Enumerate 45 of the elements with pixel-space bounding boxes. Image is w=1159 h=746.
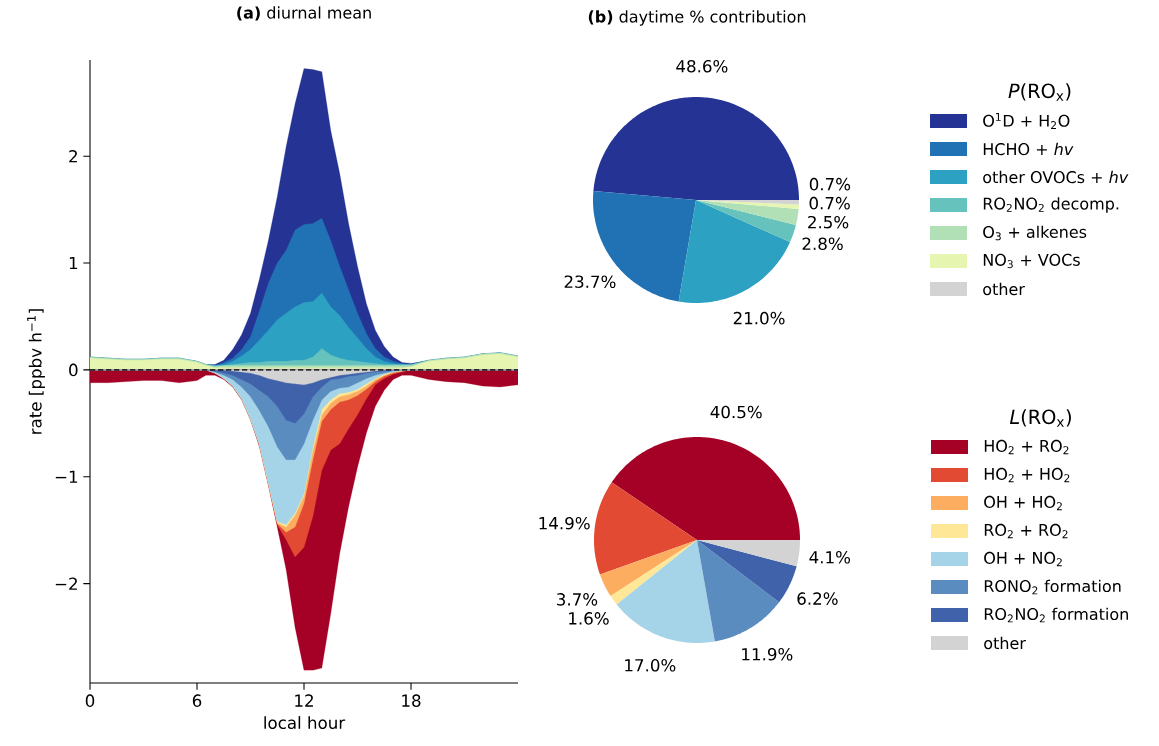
legend-label: RO$_{2}$ + RO$_{2}$	[984, 523, 1068, 539]
chart-title: (a) diurnal mean	[237, 6, 371, 21]
y-tick-label: 1	[69, 256, 78, 270]
data-label: 17.0%	[625, 658, 676, 672]
data-label: 0.7%	[809, 196, 850, 210]
y-tick-label: −2	[55, 577, 77, 590]
legend-label: RO$_{2}$NO$_{2}$ decomp.	[983, 197, 1119, 213]
x-tick-label: 6	[192, 694, 202, 707]
legend-label: HO$_{2}$ + HO$_{2}$	[984, 467, 1070, 483]
legend-label: O$_{3}$ + alkenes	[983, 225, 1087, 241]
data-label: 21.0%	[733, 311, 785, 325]
legend-label: OH + HO$_{2}$	[984, 495, 1062, 511]
legend-label: other	[984, 636, 1026, 650]
legend-label: other	[983, 282, 1025, 296]
legend-label: OH + NO$_{2}$	[984, 551, 1062, 567]
legend-label: other OVOCs + hv	[983, 170, 1129, 184]
legend-label: O$^{1}$D + H$_{2}$O	[983, 112, 1070, 129]
y-axis-title: rate [ppbv h$^{−1}$]	[27, 309, 45, 434]
legend-label: RO$_{2}$NO$_{2}$ formation	[984, 607, 1128, 623]
x-tick-label: 12	[295, 694, 313, 707]
data-label: 1.6%	[569, 612, 609, 625]
y-tick-label: −1	[55, 470, 78, 483]
legend-title: P(RO$_{x}$)	[1008, 83, 1071, 101]
data-label: 4.1%	[809, 550, 851, 564]
data-label: 0.7%	[809, 177, 851, 191]
legend-label: HO$_{2}$ + RO$_{2}$	[984, 439, 1069, 455]
y-tick-label: 2	[69, 149, 77, 163]
y-tick-label: 0	[69, 363, 78, 377]
data-label: 3.7%	[557, 593, 598, 606]
x-axis-title: local hour	[264, 716, 346, 730]
data-label: 6.2%	[797, 592, 838, 605]
chart-title: (b) daytime % contribution	[588, 10, 806, 26]
data-label: 14.9%	[539, 516, 590, 530]
legend-label: RONO$_{2}$ formation	[984, 579, 1121, 595]
data-label: 2.5%	[808, 215, 849, 229]
legend-label: NO$_{3}$ + VOCs	[983, 253, 1080, 269]
data-label: 23.7%	[564, 275, 616, 289]
legend-title: L(RO$_{x}$)	[1009, 409, 1071, 427]
x-tick-label: 18	[402, 694, 421, 707]
data-label: 2.8%	[802, 237, 843, 251]
x-tick-label: 0	[85, 694, 95, 707]
legend-label: HCHO + hv	[983, 142, 1074, 156]
data-label: 11.9%	[742, 647, 793, 661]
data-label: 48.6%	[676, 59, 728, 73]
data-label: 40.5%	[710, 405, 762, 419]
